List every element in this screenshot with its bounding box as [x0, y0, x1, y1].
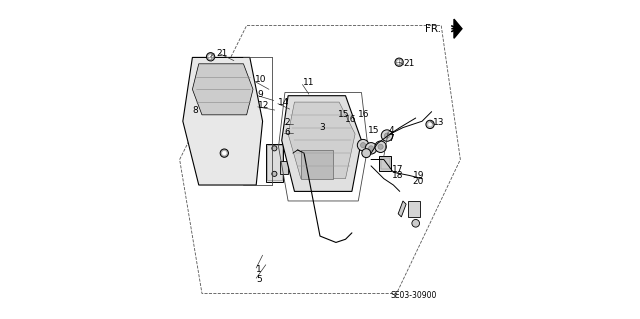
- Text: 15: 15: [337, 110, 349, 119]
- Bar: [266, 144, 284, 182]
- Text: 4: 4: [388, 126, 394, 135]
- Ellipse shape: [220, 149, 228, 157]
- Polygon shape: [454, 19, 462, 38]
- Polygon shape: [288, 102, 355, 179]
- Bar: [379, 156, 391, 171]
- Ellipse shape: [365, 143, 377, 154]
- Polygon shape: [282, 96, 362, 191]
- Bar: [408, 201, 420, 217]
- Ellipse shape: [369, 146, 374, 151]
- Text: 21: 21: [404, 59, 415, 68]
- Text: 20: 20: [413, 177, 424, 186]
- Text: 3: 3: [319, 123, 324, 132]
- Text: 17: 17: [392, 165, 403, 174]
- Ellipse shape: [426, 120, 434, 129]
- Bar: [280, 161, 288, 174]
- Ellipse shape: [381, 130, 393, 141]
- Bar: [301, 150, 333, 179]
- Ellipse shape: [292, 145, 300, 152]
- Text: 9: 9: [258, 90, 264, 99]
- Text: 19: 19: [413, 171, 424, 180]
- Bar: [381, 158, 390, 169]
- Ellipse shape: [360, 143, 365, 148]
- Text: 5: 5: [256, 275, 262, 284]
- Text: 12: 12: [258, 101, 269, 110]
- Ellipse shape: [375, 141, 387, 152]
- Text: 13: 13: [433, 118, 445, 127]
- Text: 7: 7: [388, 134, 394, 143]
- Ellipse shape: [412, 219, 420, 227]
- Text: 10: 10: [255, 75, 266, 84]
- Ellipse shape: [385, 133, 390, 138]
- Ellipse shape: [272, 171, 277, 176]
- Text: 21: 21: [216, 49, 227, 58]
- Text: 6: 6: [284, 128, 290, 137]
- Text: 1: 1: [256, 265, 262, 274]
- Ellipse shape: [362, 149, 371, 158]
- Ellipse shape: [272, 146, 277, 151]
- Polygon shape: [398, 201, 406, 217]
- Text: 15: 15: [368, 126, 380, 135]
- Polygon shape: [193, 64, 253, 115]
- Ellipse shape: [397, 60, 401, 64]
- Ellipse shape: [287, 150, 293, 156]
- Text: 16: 16: [345, 115, 356, 124]
- Text: 2: 2: [284, 118, 290, 127]
- Text: 14: 14: [278, 98, 289, 107]
- Bar: [268, 145, 282, 180]
- Polygon shape: [183, 57, 262, 185]
- Ellipse shape: [222, 151, 226, 155]
- Text: 18: 18: [392, 171, 403, 180]
- Ellipse shape: [378, 144, 383, 149]
- Text: FR.: FR.: [424, 24, 440, 34]
- Ellipse shape: [209, 55, 212, 59]
- Ellipse shape: [395, 58, 403, 66]
- Text: 8: 8: [193, 106, 198, 115]
- Ellipse shape: [357, 139, 369, 151]
- Ellipse shape: [428, 123, 431, 126]
- Text: 11: 11: [303, 78, 314, 87]
- Text: 16: 16: [358, 110, 369, 119]
- Text: SE03-30900: SE03-30900: [390, 291, 436, 300]
- Ellipse shape: [207, 53, 215, 61]
